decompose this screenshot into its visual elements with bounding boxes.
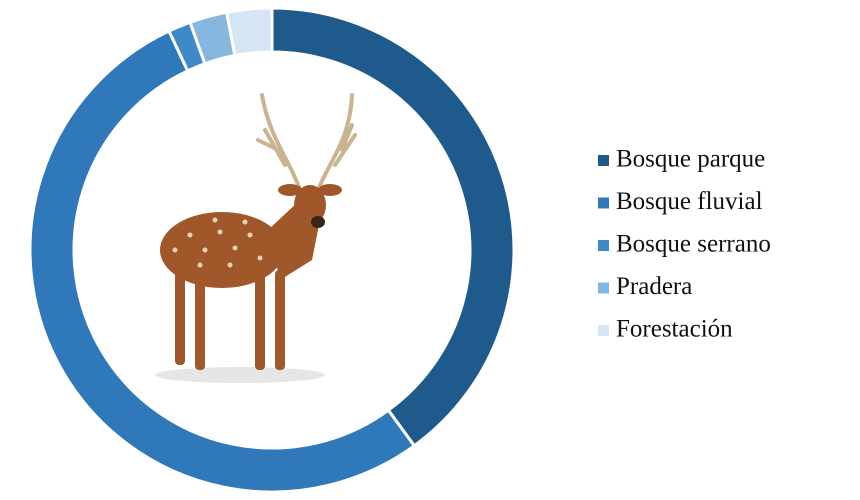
deer-illustration — [155, 93, 357, 383]
legend-swatch — [598, 282, 609, 294]
legend-label: Bosque serrano — [616, 231, 771, 258]
donut-segment — [224, 6, 274, 58]
legend-swatch — [598, 197, 609, 209]
legend-label: Forestación — [616, 316, 733, 343]
legend-swatch — [598, 325, 609, 336]
legend-swatch — [598, 240, 609, 251]
donut-segment — [28, 29, 417, 494]
legend-label: Bosque fluvial — [616, 188, 763, 215]
legend-swatch — [598, 155, 609, 166]
legend-label: Bosque parque — [616, 146, 765, 173]
legend-label: Pradera — [616, 273, 692, 300]
